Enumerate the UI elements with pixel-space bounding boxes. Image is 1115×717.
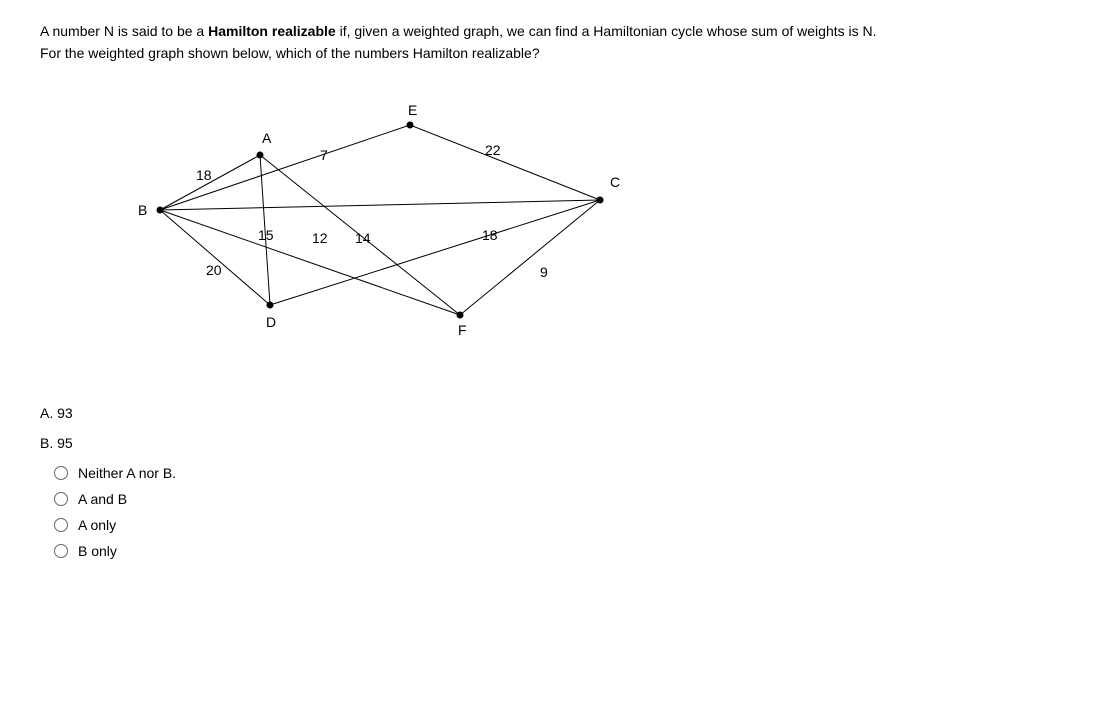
graph-node	[257, 151, 264, 158]
option-label: A only	[78, 517, 116, 533]
graph-node	[457, 311, 464, 318]
q-text-after: if, given a weighted graph, we can find …	[336, 23, 877, 39]
graph-edge	[410, 125, 600, 200]
graph-edge	[160, 210, 270, 305]
option-row[interactable]: Neither A nor B.	[40, 465, 1075, 481]
graph-node	[597, 196, 604, 203]
edge-weight-label: 12	[312, 230, 328, 246]
option-row[interactable]: A only	[40, 517, 1075, 533]
edge-weight-label: 15	[258, 227, 274, 243]
edge-weight-label: 18	[196, 167, 212, 183]
node-label: E	[408, 105, 417, 118]
answer-b-label: B. 95	[40, 435, 1075, 451]
option-row[interactable]: A and B	[40, 491, 1075, 507]
node-label: F	[458, 322, 467, 338]
radio-icon[interactable]	[54, 544, 68, 558]
node-label: A	[262, 130, 272, 146]
edge-weight-label: 7	[320, 147, 328, 163]
graph-svg: A B C D E F 18 15 7 20 12 14 9 22 18	[80, 105, 640, 365]
graph-container: A B C D E F 18 15 7 20 12 14 9 22 18	[80, 105, 640, 365]
graph-edge	[460, 200, 600, 315]
q-bold-term: Hamilton realizable	[208, 23, 336, 39]
option-row[interactable]: B only	[40, 543, 1075, 559]
edge-weight-label: 18	[482, 227, 498, 243]
answers-block: A. 93 B. 95 Neither A nor B. A and B A o…	[40, 405, 1075, 559]
graph-node	[157, 206, 164, 213]
q-line2: For the weighted graph shown below, whic…	[40, 45, 540, 61]
edge-weight-label: 22	[485, 142, 501, 158]
node-label: B	[138, 202, 147, 218]
option-label: Neither A nor B.	[78, 465, 176, 481]
radio-icon[interactable]	[54, 492, 68, 506]
q-text-before: A number N is said to be a	[40, 23, 208, 39]
radio-icon[interactable]	[54, 466, 68, 480]
question-text: A number N is said to be a Hamilton real…	[40, 20, 1075, 65]
answer-a-label: A. 93	[40, 405, 1075, 421]
graph-node	[407, 121, 414, 128]
graph-node	[267, 301, 274, 308]
graph-edge	[160, 200, 600, 210]
radio-icon[interactable]	[54, 518, 68, 532]
edge-weight-label: 9	[540, 264, 548, 280]
node-label: D	[266, 314, 276, 330]
edge-weight-label: 20	[206, 262, 222, 278]
node-label: C	[610, 174, 620, 190]
edge-weight-label: 14	[355, 230, 371, 246]
option-label: B only	[78, 543, 117, 559]
graph-edge	[160, 210, 460, 315]
graph-edge	[270, 200, 600, 305]
option-label: A and B	[78, 491, 127, 507]
